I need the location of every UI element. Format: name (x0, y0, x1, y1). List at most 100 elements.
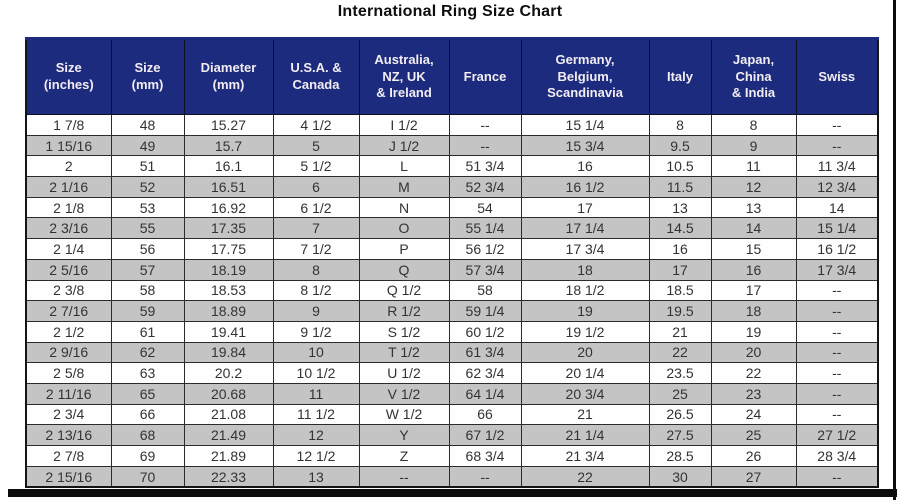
table-cell: Q (358, 258, 450, 281)
table-cell: 21 (648, 320, 712, 343)
table-cell: 15 (710, 238, 797, 260)
table-cell: 2 15/16 (25, 465, 112, 488)
table-cell: 8 (710, 114, 797, 136)
table-cell: 1 15/16 (25, 134, 112, 157)
table-cell: 67 1/2 (448, 424, 522, 446)
table-cell: 57 3/4 (448, 258, 522, 281)
table-cell: 19 1/2 (520, 320, 650, 343)
table-cell: 18 (710, 300, 797, 322)
table-cell: 2 1/8 (25, 196, 112, 219)
table-cell: 51 3/4 (448, 155, 522, 178)
table-row: 2 7/8 69 21.89 12 1/2 Z 68 3/4 21 3/4 28.5 26 28 … (25, 445, 879, 467)
table-row: 2 5/8 63 20.2 10 1/2 U 1/2 62 3/4 20 1/4 23.5 22… (25, 362, 879, 384)
table-cell: 1 7/8 (25, 114, 112, 136)
table-cell: 17 (648, 258, 712, 281)
table-cell: -- (795, 114, 879, 136)
table-cell: 18.19 (183, 258, 274, 281)
table-cell: 17 3/4 (795, 258, 879, 281)
table-cell: 20 (520, 341, 650, 364)
column-header-8: Japan, China & India (710, 38, 797, 115)
table-cell: 15.27 (183, 114, 274, 136)
table-cell: Y (358, 424, 450, 446)
table-cell: 58 (448, 279, 522, 302)
table-cell: N (358, 196, 450, 219)
table-cell: 21 (520, 403, 650, 426)
table-cell: -- (795, 465, 879, 488)
table-cell: 27.5 (648, 424, 712, 446)
table-cell: 9 (272, 300, 360, 322)
table-row: 2 3/4 66 21.08 11 1/2 W 1/2 66 21 26.5 24 -- (25, 403, 879, 426)
table-cell: 11 1/2 (272, 403, 360, 426)
table-cell: 2 5/16 (25, 258, 112, 281)
table-cell: 10 1/2 (272, 362, 360, 384)
table-row: 2 3/16 55 17.35 7 O 55 1/4 17 1/4 14.5 14 15 1/4 (25, 217, 879, 240)
table-cell: 28 3/4 (795, 445, 879, 467)
table-cell: L (358, 155, 450, 178)
table-cell: 66 (110, 403, 185, 426)
table-cell: 16 1/2 (795, 238, 879, 260)
table-cell: 21 1/4 (520, 424, 650, 446)
table-cell: 23 (710, 382, 797, 405)
table-cell: 14 (795, 196, 879, 219)
table-cell: 63 (110, 362, 185, 384)
ring-size-table-container: Size (inches) Size (mm) Diameter (mm) U.S.A… (25, 37, 879, 489)
table-cell: 17 1/4 (520, 217, 650, 240)
table-cell: 20.2 (183, 362, 274, 384)
table-cell: 2 1/16 (25, 176, 112, 198)
table-row: 2 13/16 68 21.49 12 Y 67 1/2 21 1/4 27.5 25 27 1/… (25, 424, 879, 446)
table-cell: 25 (710, 424, 797, 446)
table-cell: S 1/2 (358, 320, 450, 343)
table-cell: 2 1/2 (25, 320, 112, 343)
table-cell: 51 (110, 155, 185, 178)
table-cell: 4 1/2 (272, 114, 360, 136)
table-header-row: Size (inches) Size (mm) Diameter (mm) U.S.A… (25, 38, 879, 115)
table-cell: 15.7 (183, 134, 274, 157)
table-cell: -- (358, 465, 450, 488)
table-cell: 17 (520, 196, 650, 219)
table-cell: 62 (110, 341, 185, 364)
table-cell: 69 (110, 445, 185, 467)
table-cell: 22 (520, 465, 650, 488)
table-row: 2 15/16 70 22.33 13 -- -- 22 30 27 -- (25, 465, 879, 488)
table-cell: 19.5 (648, 300, 712, 322)
table-cell: Z (358, 445, 450, 467)
table-cell: 7 1/2 (272, 238, 360, 260)
table-row: 2 3/8 58 18.53 8 1/2 Q 1/2 58 18 1/2 18.5 17 -- (25, 279, 879, 302)
table-cell: R 1/2 (358, 300, 450, 322)
table-cell: 13 (648, 196, 712, 219)
table-cell: 6 (272, 176, 360, 198)
table-cell: 28.5 (648, 445, 712, 467)
table-cell: 10 (272, 341, 360, 364)
table-row: 2 5/16 57 18.19 8 Q 57 3/4 18 17 16 17 3/4 (25, 258, 879, 281)
column-header-5: France (448, 38, 522, 115)
table-cell: 8 (648, 114, 712, 136)
table-cell: 26 (710, 445, 797, 467)
table-cell: 11 (272, 382, 360, 405)
table-cell: -- (795, 134, 879, 157)
table-cell: 8 1/2 (272, 279, 360, 302)
table-cell: 12 (710, 176, 797, 198)
table-cell: 68 3/4 (448, 445, 522, 467)
table-cell: 2 1/4 (25, 238, 112, 260)
table-cell: P (358, 238, 450, 260)
table-row: 2 51 16.1 5 1/2 L 51 3/4 16 10.5 11 11 3/4 (25, 155, 879, 178)
table-header: Size (inches) Size (mm) Diameter (mm) U.S.A… (25, 38, 879, 115)
table-cell: 21.08 (183, 403, 274, 426)
table-cell: 2 3/8 (25, 279, 112, 302)
table-cell: M (358, 176, 450, 198)
table-cell: 22 (648, 341, 712, 364)
table-cell: -- (448, 114, 522, 136)
table-cell: 5 1/2 (272, 155, 360, 178)
table-cell: -- (795, 341, 879, 364)
table-cell: 48 (110, 114, 185, 136)
table-cell: 62 3/4 (448, 362, 522, 384)
table-cell: 7 (272, 217, 360, 240)
table-cell: 55 1/4 (448, 217, 522, 240)
table-cell: 14 (710, 217, 797, 240)
table-cell: 2 (25, 155, 112, 178)
table-cell: 9 1/2 (272, 320, 360, 343)
table-cell: 2 7/8 (25, 445, 112, 467)
column-header-6: Germany, Belgium, Scandinavia (520, 38, 650, 115)
table-cell: 2 7/16 (25, 300, 112, 322)
